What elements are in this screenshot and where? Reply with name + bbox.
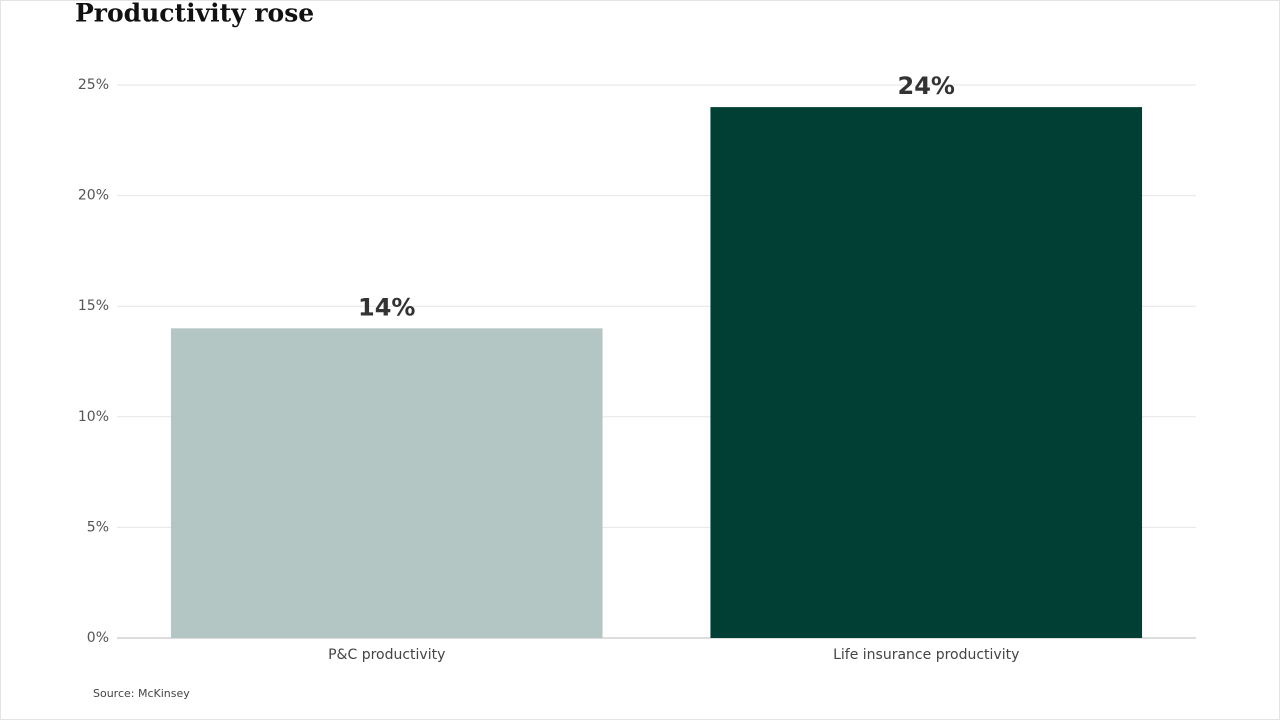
x-tick-label: Life insurance productivity [833, 647, 1019, 663]
y-tick-label: 15% [78, 298, 109, 314]
y-tick-label: 5% [87, 519, 109, 535]
bar [170, 328, 603, 638]
y-tick-label: 20% [78, 188, 109, 204]
value-label: 24% [898, 72, 955, 100]
bar [710, 107, 1143, 639]
value-label: 14% [358, 293, 415, 321]
y-tick-label: 10% [78, 409, 109, 425]
y-tick-label: 25% [78, 77, 109, 93]
chart-title: Productivity rose [75, 0, 314, 28]
source-note: Source: McKinsey [93, 687, 190, 700]
y-tick-label: 0% [87, 630, 109, 646]
x-tick-label: P&C productivity [328, 647, 445, 663]
